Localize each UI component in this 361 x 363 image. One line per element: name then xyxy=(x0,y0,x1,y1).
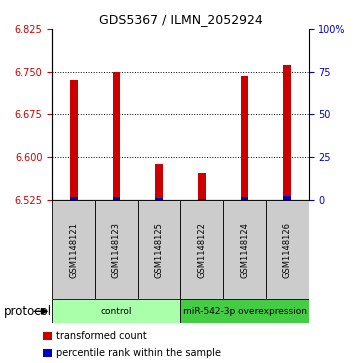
Bar xyxy=(52,200,95,299)
Bar xyxy=(241,197,248,200)
Bar xyxy=(223,200,266,299)
Bar xyxy=(70,80,78,200)
Text: GSM1148125: GSM1148125 xyxy=(155,222,164,277)
Bar xyxy=(113,72,120,200)
Text: percentile rank within the sample: percentile rank within the sample xyxy=(56,348,221,358)
Text: GSM1148124: GSM1148124 xyxy=(240,222,249,277)
Bar xyxy=(52,299,180,323)
Bar xyxy=(113,196,120,200)
Bar xyxy=(198,173,206,200)
Text: GDS5367 / ILMN_2052924: GDS5367 / ILMN_2052924 xyxy=(99,13,262,26)
Text: GSM1148126: GSM1148126 xyxy=(283,221,292,278)
Text: protocol: protocol xyxy=(4,305,52,318)
Bar xyxy=(70,197,78,200)
Bar xyxy=(155,198,163,200)
Bar xyxy=(283,196,291,200)
Bar xyxy=(180,299,309,323)
Bar xyxy=(283,65,291,200)
Bar xyxy=(241,76,248,200)
Bar xyxy=(198,199,206,200)
Text: GSM1148122: GSM1148122 xyxy=(197,222,206,277)
Text: control: control xyxy=(101,307,132,316)
Text: GSM1148121: GSM1148121 xyxy=(69,222,78,277)
Bar xyxy=(155,164,163,200)
Bar xyxy=(95,200,138,299)
Bar xyxy=(266,200,309,299)
Bar xyxy=(138,200,180,299)
Text: GSM1148123: GSM1148123 xyxy=(112,221,121,278)
Text: miR-542-3p overexpression: miR-542-3p overexpression xyxy=(183,307,306,316)
Text: transformed count: transformed count xyxy=(56,331,147,341)
Bar xyxy=(180,200,223,299)
